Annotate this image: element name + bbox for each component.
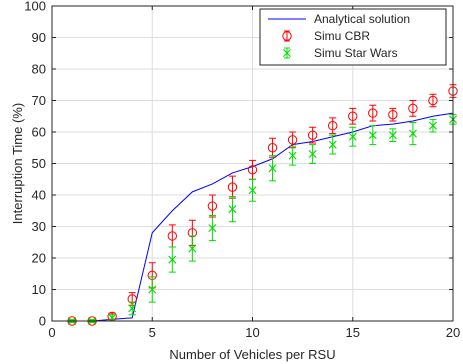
- x-tick-label: 20: [446, 325, 460, 340]
- data-point: [227, 182, 238, 192]
- y-tick-label: 30: [32, 219, 46, 234]
- legend: Analytical solution Simu CBR Simu Star War…: [259, 8, 447, 66]
- data-point: [328, 121, 338, 131]
- data-point: [248, 186, 257, 195]
- legend-marker: [283, 49, 291, 57]
- error-bar: [329, 117, 337, 135]
- data-point: [247, 165, 258, 175]
- legend-label: Simu CBR: [314, 29, 370, 43]
- series-star-wars: [68, 114, 457, 325]
- series-line: [72, 112, 454, 322]
- y-axis-label: Interruption Time (%): [10, 103, 25, 224]
- legend-item: Simu CBR: [282, 29, 370, 43]
- data-point: [388, 109, 398, 120]
- error-bar: [309, 126, 317, 144]
- data-point: [428, 121, 437, 130]
- legend-marker: [282, 31, 292, 41]
- error-bar: [289, 131, 297, 149]
- data-point: [408, 103, 418, 114]
- series-layer: [67, 84, 458, 326]
- y-tick-label: 0: [39, 314, 46, 329]
- data-point: [168, 255, 177, 264]
- data-point: [228, 205, 237, 214]
- y-tick-label: 100: [24, 0, 46, 14]
- legend-label: Analytical solution: [314, 12, 410, 26]
- error-bar: [269, 137, 277, 158]
- data-point: [188, 244, 197, 253]
- y-tick-label: 40: [32, 188, 46, 203]
- legend-item: Analytical solution: [268, 12, 410, 26]
- ticks: 0 5 10 15 20 0 10 20 30 40 50 60 70 80 90 100: [24, 0, 460, 340]
- data-point: [388, 131, 397, 140]
- data-point: [208, 224, 217, 233]
- legend-swatch: [284, 30, 290, 42]
- data-point: [207, 201, 218, 211]
- error-bar: [168, 224, 176, 248]
- data-point: [368, 131, 377, 140]
- y-tick-label: 60: [32, 125, 46, 140]
- legend-label: Simu Star Wars: [314, 46, 398, 60]
- data-point: [368, 108, 378, 118]
- x-tick-label: 15: [346, 325, 360, 340]
- error-bar: [208, 194, 216, 218]
- data-point: [268, 164, 277, 173]
- data-point: [428, 95, 438, 106]
- data-point: [348, 111, 358, 121]
- error-bar: [349, 107, 357, 125]
- y-tick-label: 90: [32, 30, 46, 45]
- x-tick-label: 5: [149, 325, 156, 340]
- x-axis-label: Number of Vehicles per RSU: [169, 347, 335, 362]
- legend-item: Simu Star Wars: [283, 46, 398, 60]
- x-tick-label: 0: [48, 325, 55, 340]
- data-point: [307, 130, 318, 140]
- data-point: [287, 135, 298, 145]
- data-point: [288, 151, 297, 160]
- x-tick-label: 10: [245, 325, 259, 340]
- y-tick-label: 50: [32, 156, 46, 171]
- series-analytical: [72, 112, 454, 322]
- data-point: [408, 129, 417, 138]
- y-tick-label: 80: [32, 62, 46, 77]
- y-tick-label: 10: [32, 282, 46, 297]
- data-point: [108, 313, 117, 322]
- y-tick-label: 70: [32, 93, 46, 108]
- data-point: [128, 304, 137, 313]
- data-point: [167, 231, 178, 241]
- error-bar: [409, 100, 417, 117]
- data-point: [308, 150, 317, 159]
- data-point: [348, 132, 357, 141]
- data-point: [328, 140, 337, 149]
- data-point: [267, 143, 278, 153]
- error-bar: [369, 104, 377, 122]
- y-tick-label: 20: [32, 251, 46, 266]
- data-point: [148, 285, 157, 294]
